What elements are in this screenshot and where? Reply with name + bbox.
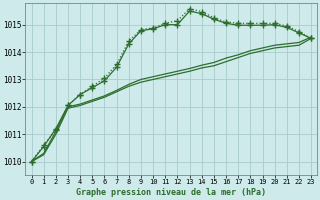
X-axis label: Graphe pression niveau de la mer (hPa): Graphe pression niveau de la mer (hPa) — [76, 188, 266, 197]
